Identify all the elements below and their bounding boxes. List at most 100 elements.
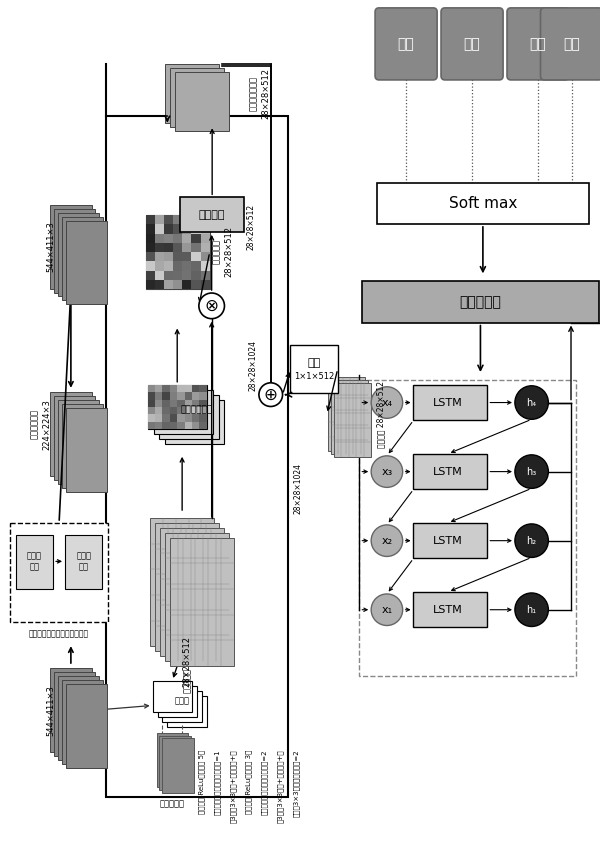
Bar — [191, 262, 200, 271]
Text: 归一化层-ReLu激活函数 5个: 归一化层-ReLu激活函数 5个 — [199, 750, 205, 814]
Bar — [170, 422, 177, 429]
FancyBboxPatch shape — [163, 738, 194, 793]
Bar — [182, 225, 191, 234]
Bar — [191, 225, 200, 234]
Bar — [146, 262, 155, 271]
Bar — [200, 280, 209, 289]
Text: 融合特征 28×28×512: 融合特征 28×28×512 — [377, 381, 386, 448]
FancyBboxPatch shape — [163, 690, 202, 722]
Bar — [185, 385, 192, 392]
Text: 刻3个（3×3卷积+批归一化+批: 刻3个（3×3卷积+批归一化+批 — [230, 750, 236, 823]
Bar — [155, 234, 164, 243]
Circle shape — [371, 387, 403, 418]
FancyBboxPatch shape — [334, 383, 371, 458]
FancyBboxPatch shape — [148, 385, 207, 429]
Bar — [163, 399, 170, 407]
Bar — [173, 225, 182, 234]
Bar — [170, 407, 177, 415]
FancyBboxPatch shape — [10, 523, 108, 621]
Bar — [155, 280, 164, 289]
Bar — [173, 243, 182, 252]
Circle shape — [371, 456, 403, 488]
Bar — [148, 392, 155, 399]
Bar — [199, 385, 207, 392]
Bar — [191, 243, 200, 252]
Bar — [148, 385, 155, 392]
Bar — [182, 234, 191, 243]
Text: LSTM: LSTM — [433, 398, 463, 408]
Text: ⊕: ⊕ — [264, 386, 278, 404]
Bar — [191, 215, 200, 225]
Bar — [177, 415, 185, 422]
Bar — [185, 399, 192, 407]
Bar — [177, 407, 185, 415]
Bar — [155, 415, 163, 422]
Circle shape — [515, 524, 548, 558]
Bar — [199, 399, 207, 407]
FancyBboxPatch shape — [377, 182, 589, 224]
FancyBboxPatch shape — [160, 528, 224, 656]
Text: x₂: x₂ — [382, 536, 392, 546]
FancyBboxPatch shape — [359, 380, 576, 676]
Text: x₁: x₁ — [382, 605, 392, 615]
Bar — [191, 271, 200, 280]
FancyBboxPatch shape — [50, 669, 92, 753]
Text: LSTM: LSTM — [433, 536, 463, 546]
Bar — [185, 415, 192, 422]
Text: 融合模块: 融合模块 — [199, 209, 226, 220]
Text: 1×1×512: 1×1×512 — [294, 373, 334, 381]
Text: 28×28×512: 28×28×512 — [247, 204, 256, 250]
Bar — [164, 252, 173, 262]
Text: 注意力热图: 注意力热图 — [212, 239, 221, 264]
Bar — [200, 252, 209, 262]
FancyBboxPatch shape — [180, 198, 244, 232]
Text: 局部感受野: 局部感受野 — [160, 800, 185, 808]
Bar — [200, 243, 209, 252]
Bar — [192, 399, 199, 407]
Text: h₃: h₃ — [527, 467, 537, 477]
Bar — [146, 234, 155, 243]
Text: 激活（3×3卷积核），步长=2: 激活（3×3卷积核），步长=2 — [293, 750, 299, 817]
Text: LSTM: LSTM — [433, 467, 463, 477]
Bar — [170, 399, 177, 407]
Bar — [182, 262, 191, 271]
Bar — [199, 392, 207, 399]
Text: 降维: 降维 — [307, 358, 320, 368]
FancyBboxPatch shape — [62, 680, 103, 764]
FancyBboxPatch shape — [54, 396, 95, 480]
FancyBboxPatch shape — [328, 378, 365, 452]
Bar — [177, 385, 185, 392]
Bar — [191, 234, 200, 243]
Text: 快乐: 快乐 — [464, 37, 481, 51]
FancyBboxPatch shape — [66, 220, 107, 304]
Text: 特征融合层: 特征融合层 — [460, 295, 502, 309]
Text: 图片归一化为: 图片归一化为 — [30, 410, 39, 439]
Bar — [163, 407, 170, 415]
Bar — [155, 215, 164, 225]
Text: 平和: 平和 — [563, 37, 580, 51]
FancyBboxPatch shape — [165, 532, 229, 661]
Text: x₃: x₃ — [381, 467, 392, 477]
Text: LSTM: LSTM — [433, 605, 463, 615]
Bar — [173, 262, 182, 271]
FancyBboxPatch shape — [165, 64, 219, 124]
Bar — [177, 399, 185, 407]
Bar — [170, 415, 177, 422]
Text: 28×28×1024: 28×28×1024 — [294, 463, 303, 514]
Bar — [164, 271, 173, 280]
Bar — [192, 422, 199, 429]
Bar — [192, 385, 199, 392]
Bar — [163, 422, 170, 429]
FancyBboxPatch shape — [50, 204, 92, 288]
FancyBboxPatch shape — [62, 217, 103, 300]
Circle shape — [371, 525, 403, 557]
Bar — [155, 271, 164, 280]
Text: 激发块，每个激发块包含步长=2: 激发块，每个激发块包含步长=2 — [262, 750, 268, 815]
FancyBboxPatch shape — [362, 281, 599, 323]
Text: 悲惸: 悲惸 — [398, 37, 415, 51]
FancyBboxPatch shape — [158, 685, 197, 717]
Bar — [182, 252, 191, 262]
Bar — [146, 225, 155, 234]
Bar — [155, 385, 163, 392]
Bar — [164, 215, 173, 225]
